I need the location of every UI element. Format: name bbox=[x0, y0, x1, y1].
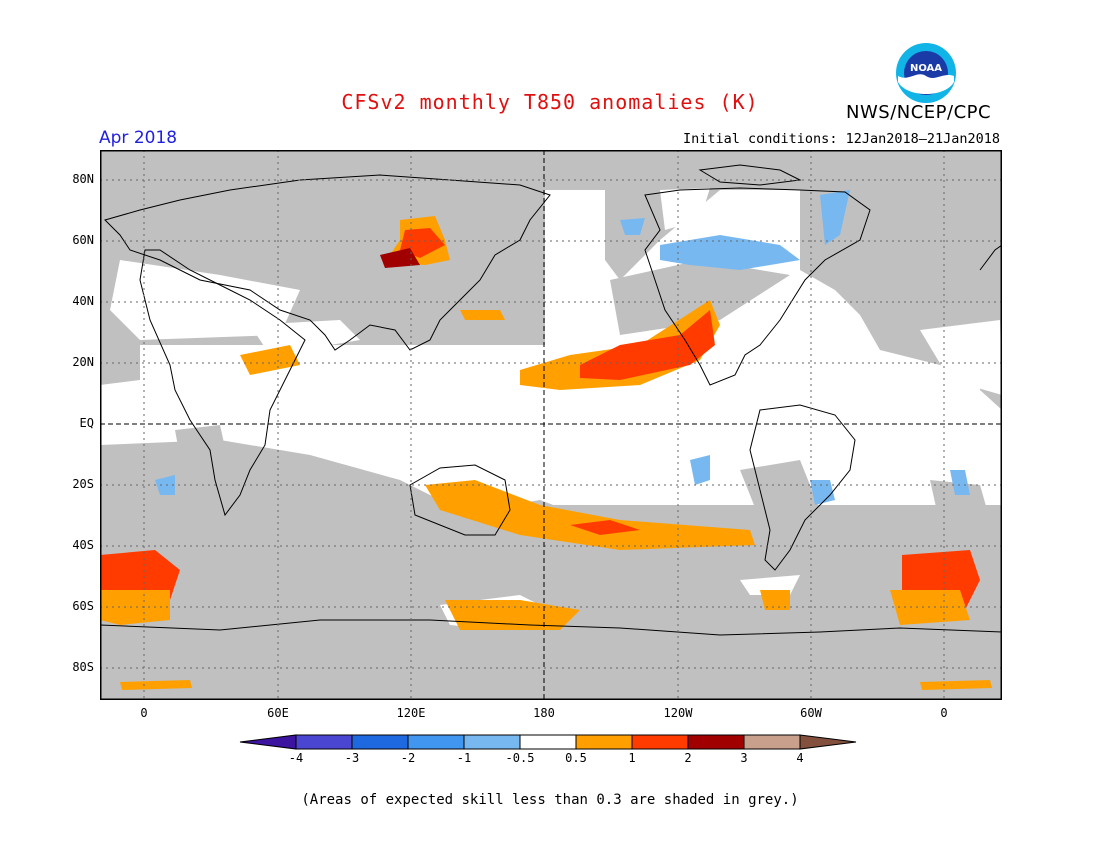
legend-swatch bbox=[631, 734, 689, 750]
legend-label: -3 bbox=[345, 751, 359, 765]
lon-label: 60W bbox=[800, 706, 822, 720]
legend-swatch bbox=[295, 734, 353, 750]
legend-label: -2 bbox=[401, 751, 415, 765]
agency-label: NWS/NCEP/CPC bbox=[846, 102, 992, 123]
lon-label: 60E bbox=[267, 706, 289, 720]
lon-label: 0 bbox=[940, 706, 948, 720]
color-legend: -4 -3 -2 -1 -0.5 0.5 1 2 3 4 bbox=[239, 734, 857, 765]
legend-arrow-high bbox=[799, 734, 857, 750]
legend-label: 0.5 bbox=[565, 751, 587, 765]
lat-label: 80S bbox=[72, 660, 94, 674]
skill-footnote: (Areas of expected skill less than 0.3 a… bbox=[301, 792, 799, 808]
legend-swatch bbox=[407, 734, 465, 750]
legend-swatch bbox=[351, 734, 409, 750]
cool-anomalies bbox=[155, 190, 970, 505]
legend-label: 3 bbox=[740, 751, 747, 765]
lat-label: 40N bbox=[72, 294, 94, 308]
legend-label: -0.5 bbox=[506, 751, 535, 765]
lat-label: 20S bbox=[72, 477, 94, 491]
valid-month: Apr 2018 bbox=[99, 128, 178, 148]
lat-label: 60S bbox=[72, 599, 94, 613]
lon-label: 120E bbox=[396, 706, 426, 720]
lat-label: 80N bbox=[72, 172, 94, 186]
legend-swatch bbox=[575, 734, 633, 750]
chart-title: CFSv2 monthly T850 anomalies (K) bbox=[341, 90, 759, 114]
lat-label: EQ bbox=[79, 416, 94, 430]
legend-swatch bbox=[519, 734, 577, 750]
graticule bbox=[100, 150, 1002, 700]
lat-label: 20N bbox=[72, 355, 94, 369]
lon-label: 180 bbox=[533, 706, 555, 720]
legend-swatch bbox=[463, 734, 521, 750]
legend-label: -1 bbox=[457, 751, 471, 765]
lon-label: 120W bbox=[663, 706, 693, 720]
lat-label: 40S bbox=[72, 538, 94, 552]
legend-arrow-low bbox=[239, 734, 297, 750]
lon-label: 0 bbox=[140, 706, 148, 720]
initial-conditions: Initial conditions: 12Jan2018–21Jan2018 bbox=[683, 131, 1000, 147]
legend-label: -4 bbox=[289, 751, 303, 765]
legend-swatch bbox=[743, 734, 801, 750]
equator-and-dateline bbox=[100, 150, 1002, 700]
legend-swatch bbox=[687, 734, 745, 750]
lat-label: 60N bbox=[72, 233, 94, 247]
noaa-logo: NOAA bbox=[896, 43, 956, 103]
anomaly-map bbox=[100, 150, 1002, 700]
legend-label: 4 bbox=[796, 751, 803, 765]
logo-text: NOAA bbox=[910, 63, 942, 74]
legend-label: 1 bbox=[628, 751, 635, 765]
coastlines bbox=[100, 164, 1002, 636]
legend-label: 2 bbox=[684, 751, 691, 765]
